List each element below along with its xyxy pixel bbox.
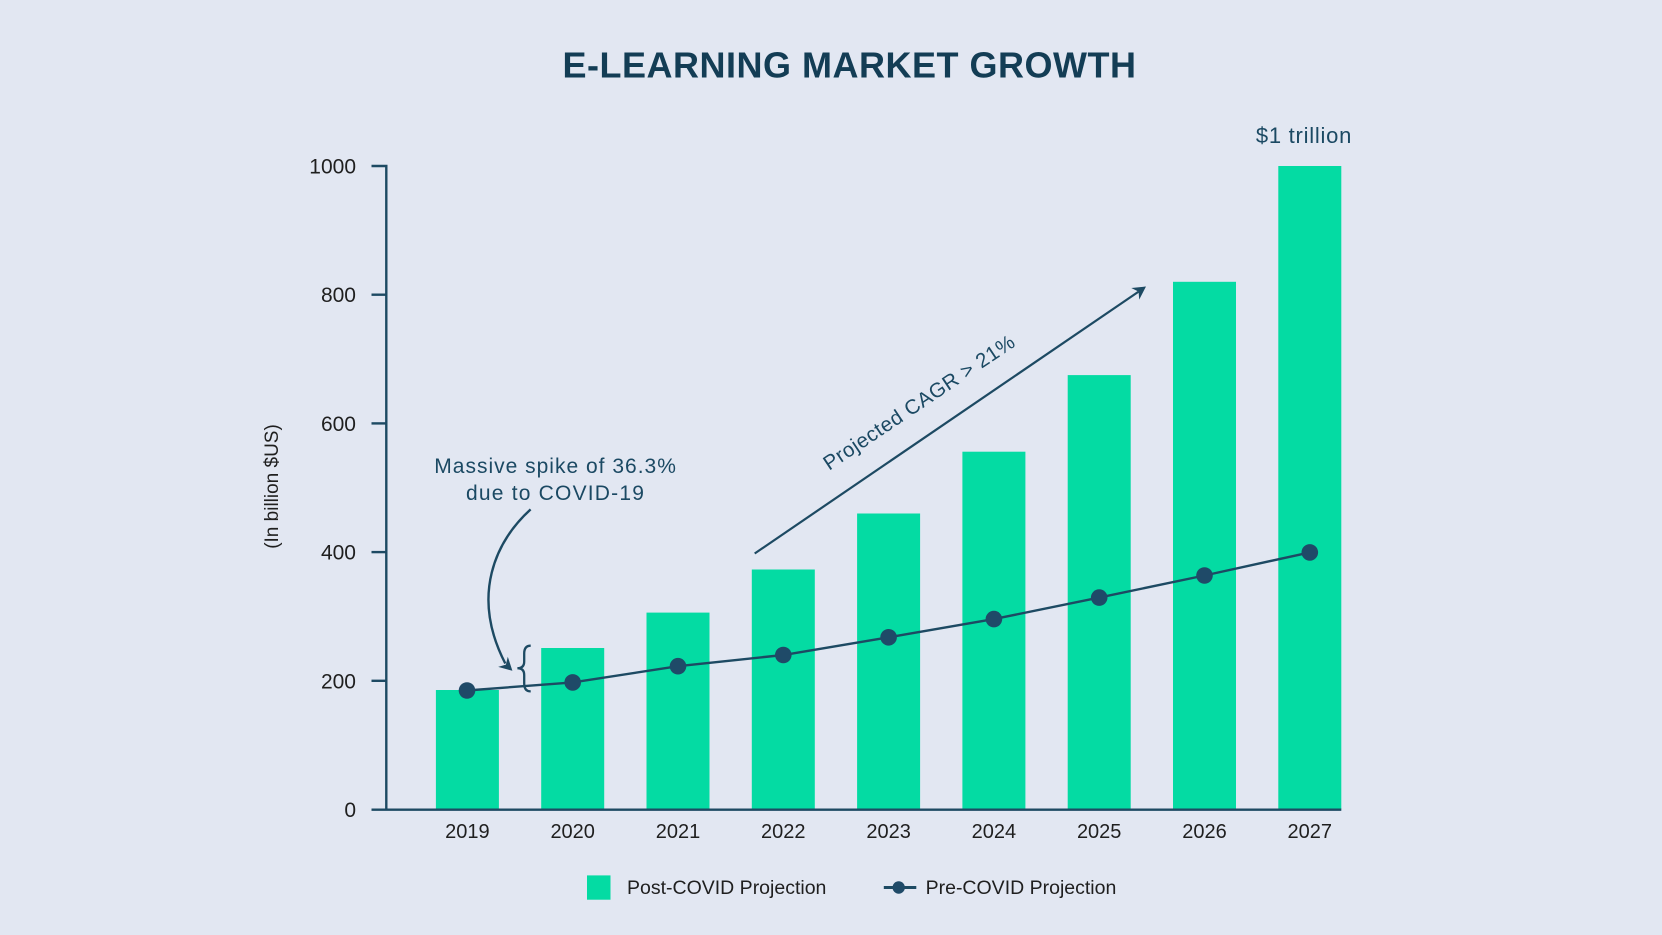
svg-text:Post-COVID Projection: Post-COVID Projection [627,877,826,899]
svg-text:600: 600 [321,413,356,436]
svg-text:1000: 1000 [309,156,356,179]
svg-text:0: 0 [344,799,356,822]
svg-text:2026: 2026 [1182,821,1227,843]
svg-text:2027: 2027 [1288,821,1333,843]
svg-text:400: 400 [321,542,356,565]
svg-text:2021: 2021 [656,821,701,843]
svg-text:800: 800 [321,284,356,307]
svg-text:2024: 2024 [972,821,1017,843]
svg-text:2023: 2023 [866,821,911,843]
svg-text:due to COVID-19: due to COVID-19 [466,482,645,505]
svg-text:2019: 2019 [445,821,490,843]
svg-text:Massive spike of 36.3%: Massive spike of 36.3% [434,455,677,478]
svg-text:2025: 2025 [1077,821,1122,843]
svg-text:(In billion $US): (In billion $US) [262,424,283,549]
svg-text:2022: 2022 [761,821,806,843]
svg-text:200: 200 [321,670,356,693]
svg-text:E-LEARNING MARKET GROWTH: E-LEARNING MARKET GROWTH [563,45,1137,86]
svg-text:Pre-COVID Projection: Pre-COVID Projection [926,877,1117,899]
svg-text:2020: 2020 [550,821,595,843]
svg-text:$1 trillion: $1 trillion [1256,123,1352,148]
